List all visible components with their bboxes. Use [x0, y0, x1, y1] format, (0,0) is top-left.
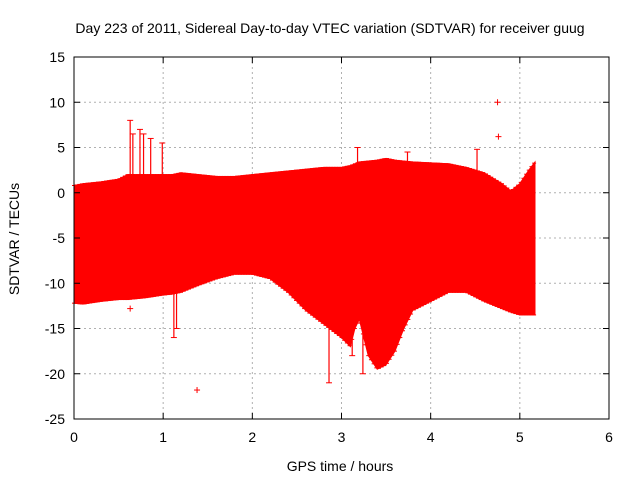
- x-tick-label: 5: [516, 429, 524, 445]
- y-axis-label: SDTVAR / TECUs: [6, 183, 22, 295]
- x-tick-label: 4: [427, 429, 435, 445]
- data-series: [72, 99, 537, 394]
- outlier-point: [495, 133, 502, 140]
- x-tick-label: 6: [605, 429, 613, 445]
- chart-title: Day 223 of 2011, Sidereal Day-to-day VTE…: [75, 20, 584, 36]
- y-tick-label: -5: [53, 230, 66, 246]
- y-tick-label: -10: [45, 275, 65, 291]
- y-tick-label: 15: [49, 49, 65, 65]
- outlier-point: [127, 305, 134, 312]
- x-tick-label: 0: [70, 429, 78, 445]
- x-tick-label: 3: [338, 429, 346, 445]
- y-tick-label: 0: [57, 185, 65, 201]
- y-tick-label: 10: [49, 94, 65, 110]
- outlier-point: [494, 99, 501, 106]
- axis-ticks: 0 1 2 3 4 5 6 -25 -20 -15 -10 -5 0 5 10 15: [45, 49, 613, 445]
- y-tick-label: -20: [45, 366, 65, 382]
- x-tick-label: 2: [248, 429, 256, 445]
- outlier-point: [194, 387, 201, 394]
- x-tick-label: 1: [159, 429, 167, 445]
- y-tick-label: 5: [57, 140, 65, 156]
- x-axis-label: GPS time / hours: [287, 458, 394, 474]
- y-tick-label: -15: [45, 321, 65, 337]
- y-tick-label: -25: [45, 411, 65, 427]
